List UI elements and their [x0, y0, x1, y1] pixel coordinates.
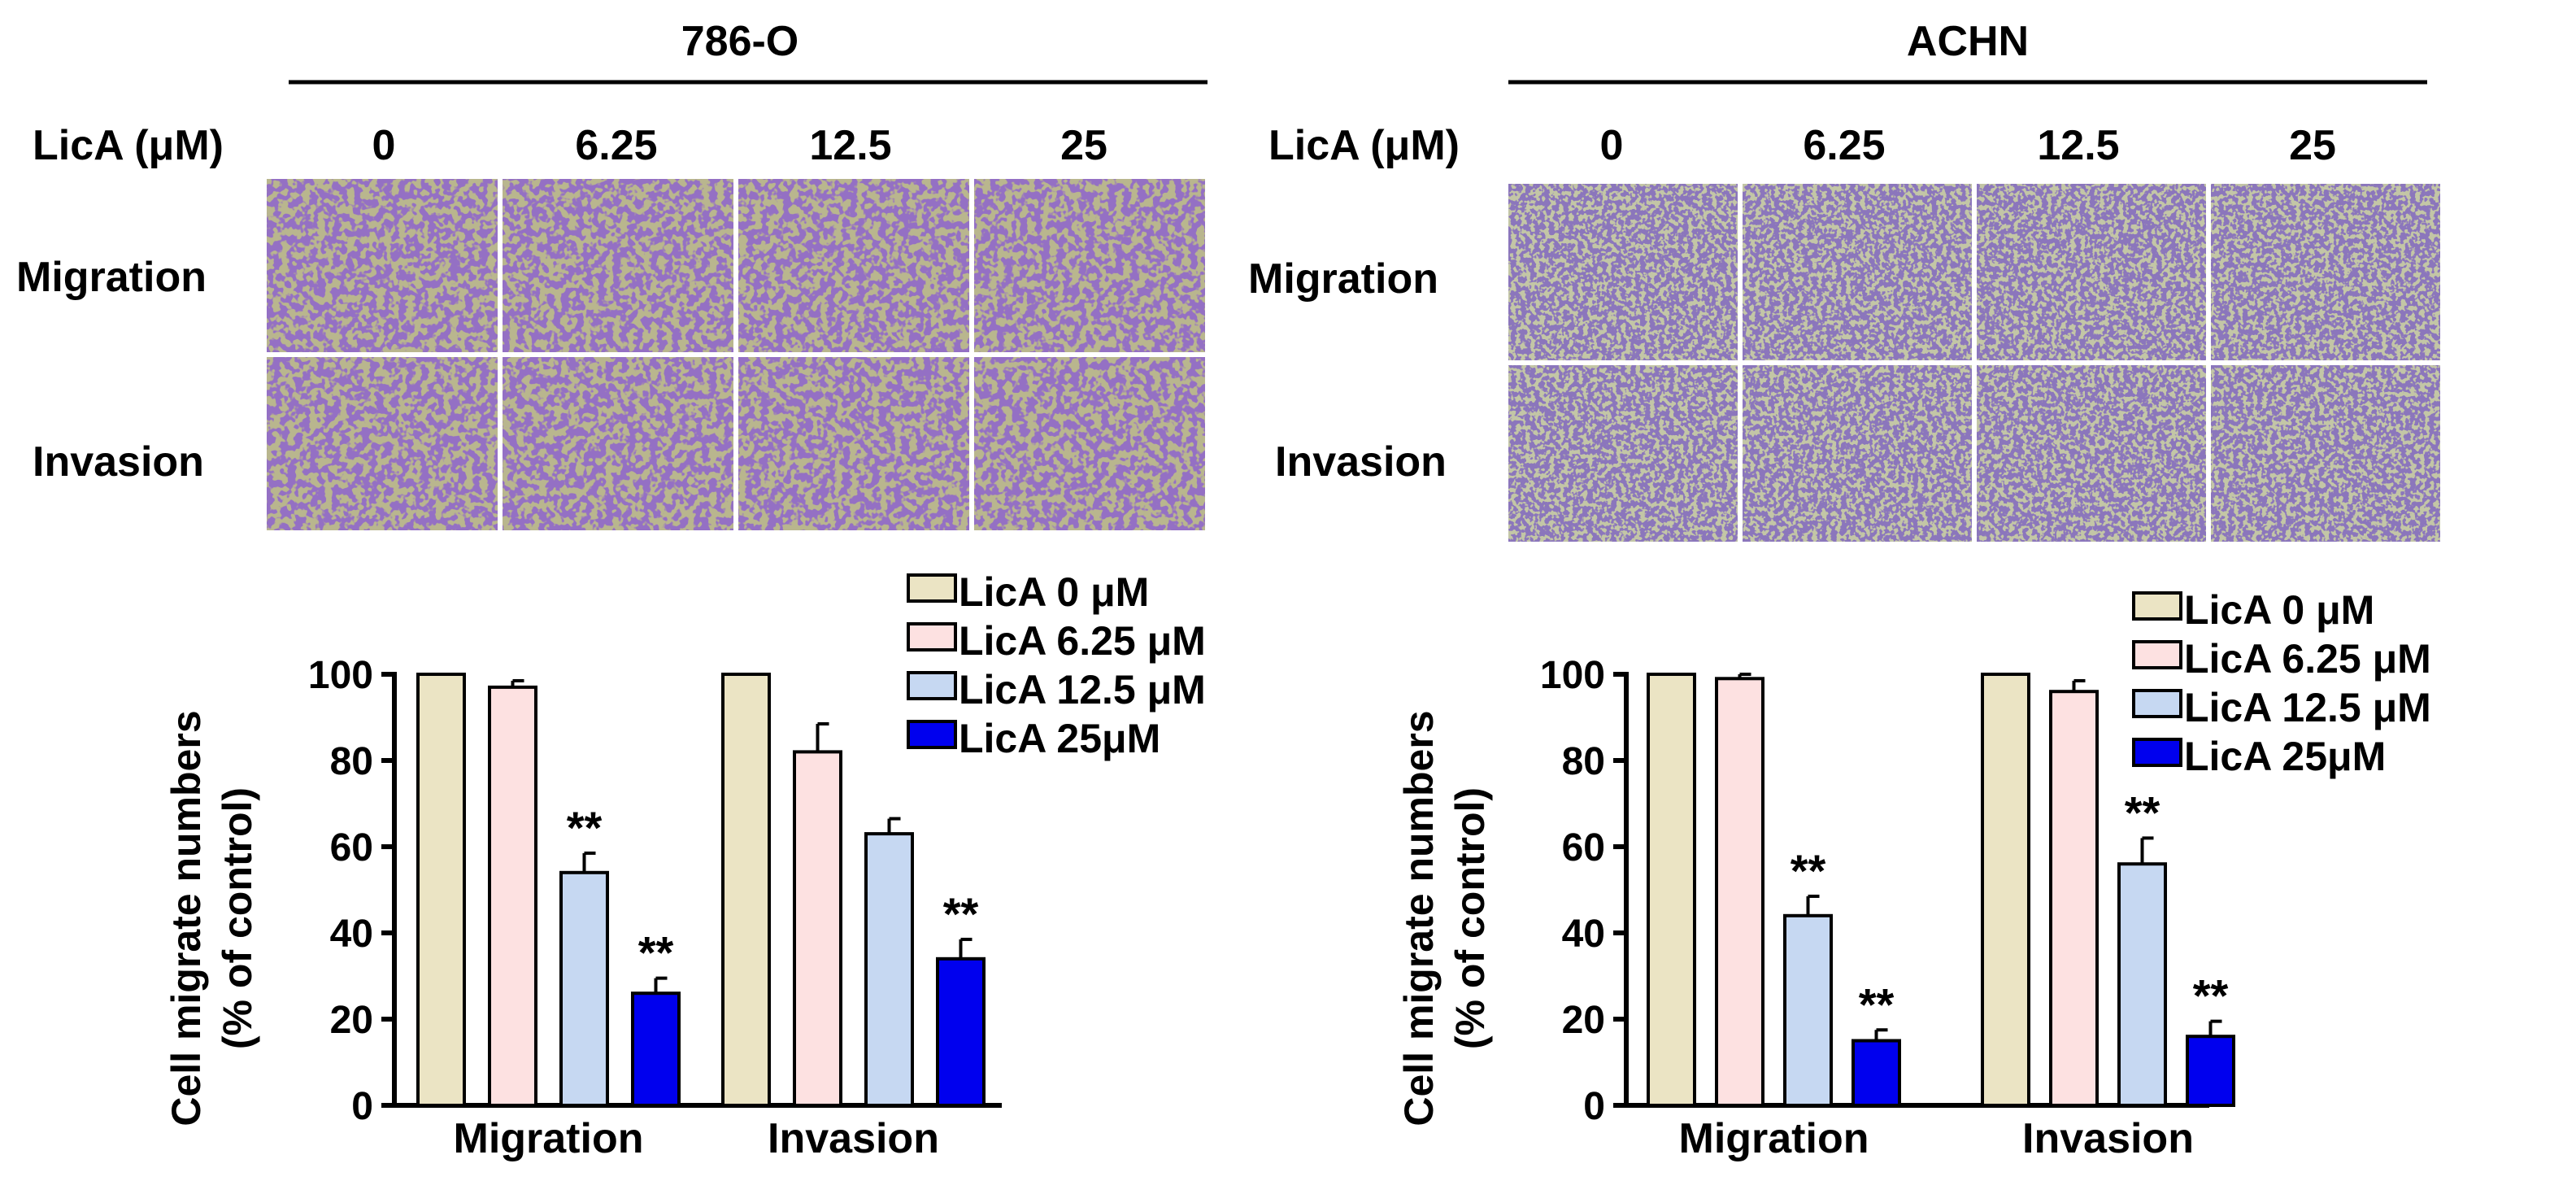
y-tick-label: 60 — [330, 826, 373, 869]
legend-label: LicA 12.5 μM — [2184, 685, 2431, 730]
y-axis-subtitle: (% of control) — [1447, 787, 1493, 1049]
legend-label: LicA 25μM — [2184, 734, 2386, 779]
y-tick-label: 20 — [330, 999, 373, 1042]
legend-label: LicA 0 μM — [959, 569, 1149, 615]
stained-cells — [267, 179, 498, 352]
significance-marker: ** — [1859, 978, 1895, 1030]
micrograph-grid — [1508, 184, 2440, 542]
row-label-invasion: Invasion — [33, 438, 204, 486]
x-category-label: Invasion — [768, 1115, 939, 1162]
legend-swatch — [907, 573, 957, 603]
y-tick-label: 0 — [1583, 1085, 1605, 1128]
dose-axis-label: LicA (μM) — [33, 122, 224, 169]
bar — [559, 870, 609, 1108]
cell-line-title: ACHN — [1907, 18, 2029, 65]
dose-label: 12.5 — [2037, 122, 2119, 169]
bar — [631, 991, 681, 1107]
x-category-label: Invasion — [2022, 1115, 2194, 1162]
bar — [488, 685, 537, 1107]
stained-cells — [974, 179, 1205, 352]
significance-marker: ** — [2193, 970, 2229, 1022]
legend-swatch — [2132, 591, 2182, 621]
stained-cells — [1508, 184, 1738, 360]
bar — [721, 673, 771, 1107]
legend-label: LicA 6.25 μM — [2184, 636, 2431, 682]
stained-cells — [1743, 365, 1972, 542]
stained-cells — [1977, 365, 2206, 542]
bar — [1783, 913, 1833, 1108]
legend-label: LicA 12.5 μM — [959, 667, 1206, 712]
dose-label: 0 — [1600, 122, 1624, 169]
legend-swatch — [907, 671, 957, 700]
legend-swatch — [2132, 640, 2182, 669]
y-axis-title: Cell migrate numbers — [1396, 710, 1442, 1126]
stained-cells — [974, 357, 1205, 530]
cell-line-title: 786-O — [681, 18, 799, 65]
dose-label: 6.25 — [575, 122, 657, 169]
significance-marker: ** — [638, 927, 674, 978]
bar — [2117, 862, 2167, 1107]
y-axis-title: Cell migrate numbers — [163, 710, 209, 1126]
stained-cells — [1977, 184, 2206, 360]
bar — [1852, 1039, 1901, 1107]
legend-swatch — [907, 720, 957, 749]
stained-cells — [738, 179, 969, 352]
significance-marker: ** — [2125, 787, 2160, 838]
y-tick-label: 20 — [1562, 999, 1605, 1042]
bar — [1981, 673, 2030, 1107]
legend-label: LicA 0 μM — [2184, 587, 2374, 633]
dose-label: 12.5 — [809, 122, 891, 169]
panel-786o-micrographs: 786-O LicA (μM) 0 6.25 12.5 25 Migration… — [16, 18, 1208, 530]
y-tick-label: 40 — [1562, 913, 1605, 956]
stained-cells — [1743, 184, 1972, 360]
bar — [936, 957, 986, 1108]
dose-label: 0 — [372, 122, 396, 169]
dose-label: 25 — [2289, 122, 2336, 169]
y-axis-subtitle: (% of control) — [215, 787, 260, 1049]
legend-swatch — [907, 622, 957, 651]
bar — [793, 750, 842, 1108]
stained-cells — [267, 357, 498, 530]
bar — [2049, 690, 2099, 1107]
bar — [416, 673, 466, 1107]
bar — [2186, 1035, 2235, 1107]
y-tick-label: 40 — [330, 913, 373, 956]
micrograph-grid — [267, 179, 1205, 530]
y-tick-label: 60 — [1562, 826, 1605, 869]
legend-label: LicA 25μM — [959, 716, 1160, 761]
x-category-label: Migration — [1679, 1115, 1869, 1162]
bar — [1715, 677, 1764, 1107]
bar-chart-786o: 0 20 40 60 80 100 Cell migrate numbers (% of co… — [163, 569, 1206, 1162]
stained-cells — [503, 357, 733, 530]
y-tick-label: 100 — [1540, 654, 1605, 697]
significance-marker: ** — [567, 802, 603, 853]
y-tick-label: 80 — [1562, 740, 1605, 783]
dose-label: 25 — [1060, 122, 1107, 169]
stained-cells — [2211, 365, 2440, 542]
dose-axis-label: LicA (μM) — [1268, 122, 1460, 169]
legend-swatch — [2132, 689, 2182, 718]
legend-label: LicA 6.25 μM — [959, 618, 1206, 664]
y-tick-label: 80 — [330, 740, 373, 783]
significance-marker: ** — [943, 888, 979, 939]
row-label-migration: Migration — [16, 254, 207, 301]
y-tick-label: 100 — [308, 654, 373, 697]
bar-chart-achn: 0 20 40 60 80 100 Cell migrate numbers (% of co… — [1396, 587, 2431, 1162]
stained-cells — [2211, 184, 2440, 360]
stained-cells — [738, 357, 969, 530]
significance-marker: ** — [1791, 845, 1826, 896]
bar — [864, 832, 914, 1107]
panel-achn-micrographs: ACHN LicA (μM) 0 6.25 12.5 25 Migration … — [1248, 18, 2440, 542]
stained-cells — [1508, 365, 1738, 542]
dose-label: 6.25 — [1803, 122, 1885, 169]
legend-swatch — [2132, 738, 2182, 767]
y-tick-label: 0 — [351, 1085, 373, 1128]
row-label-invasion: Invasion — [1275, 438, 1447, 486]
x-category-label: Migration — [454, 1115, 644, 1162]
row-label-migration: Migration — [1248, 255, 1438, 303]
stained-cells — [503, 179, 733, 352]
bar — [1647, 673, 1696, 1107]
